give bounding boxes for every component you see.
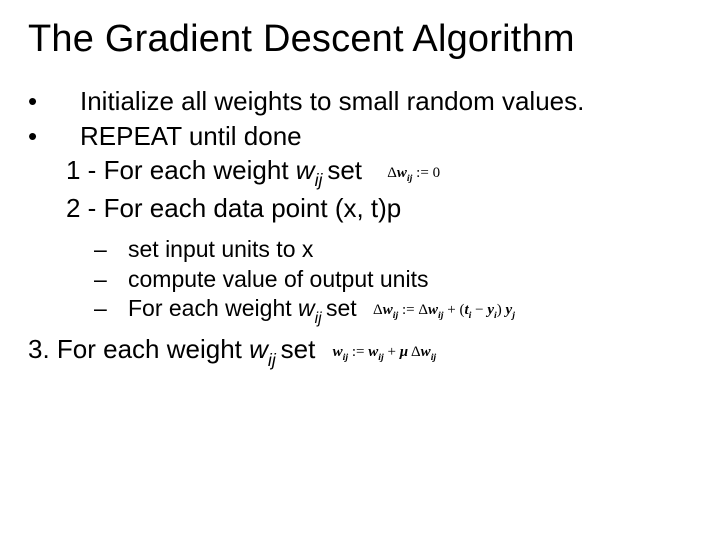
- substep-text: For each weight wij set Δwij := Δwij + (…: [128, 294, 692, 327]
- f3-mu: μ: [400, 344, 408, 360]
- f2-r1d: Δ: [418, 302, 428, 318]
- substep-3: – For each weight wij set Δwij := Δwij +…: [28, 294, 692, 327]
- step3-var: w: [249, 334, 268, 364]
- dash: –: [94, 294, 128, 327]
- f2-p1: + (: [444, 302, 465, 318]
- formula-3: wij := wij + μ Δwij: [333, 343, 437, 364]
- step-3: 3. For each weight wij set wij := wij + …: [28, 333, 692, 369]
- step3-pre: 3. For each weight: [28, 334, 249, 364]
- s3-post: set: [326, 295, 357, 321]
- f3-dw: w: [421, 344, 431, 360]
- f2-close: ): [497, 302, 506, 318]
- s3-sub: ij: [315, 310, 326, 327]
- bullet-1: • Initialize all weights to small random…: [28, 85, 692, 118]
- f3-d: Δ: [411, 344, 421, 360]
- step-1-pre: 1 - For each weight: [66, 155, 296, 185]
- substep-1: – set input units to x: [28, 235, 692, 264]
- f2-r1w: w: [428, 302, 438, 318]
- formula-2: Δwij := Δwij + (ti − yi) yj: [373, 301, 515, 322]
- f2-ld: Δ: [373, 302, 383, 318]
- dash: –: [94, 265, 128, 294]
- step3-sub: ij: [268, 350, 281, 370]
- step-1-post: set: [327, 155, 362, 185]
- s3-var: w: [298, 295, 315, 321]
- slide-body: • Initialize all weights to small random…: [28, 85, 692, 370]
- substep-text: set input units to x: [128, 235, 692, 264]
- substep-text: compute value of output units: [128, 265, 692, 294]
- bullet-text: REPEAT until done: [80, 120, 692, 153]
- f2-assign: :=: [398, 302, 418, 318]
- f3-assign: :=: [348, 344, 368, 360]
- s3-pre: For each weight: [128, 295, 298, 321]
- bullet-marker: •: [28, 85, 80, 118]
- f3-dsub: ij: [431, 352, 437, 363]
- f1-rhs: 0: [433, 165, 441, 181]
- step-1: 1 - For each weight wij set Δwij := 0: [28, 154, 692, 190]
- step3-post: set: [281, 334, 316, 364]
- bullet-2: • REPEAT until done: [28, 120, 692, 153]
- step-2: 2 - For each data point (x, t)p: [28, 192, 692, 225]
- f3-rw: w: [368, 344, 378, 360]
- slide-title: The Gradient Descent Algorithm: [28, 18, 692, 61]
- f1-delta: Δ: [387, 165, 397, 181]
- f3-lw: w: [333, 344, 343, 360]
- f2-lw: w: [383, 302, 393, 318]
- f2-y2sub: j: [512, 310, 515, 321]
- bullet-text: Initialize all weights to small random v…: [80, 85, 692, 118]
- f2-minus: −: [471, 302, 487, 318]
- formula-1: Δwij := 0: [387, 164, 440, 185]
- slide: The Gradient Descent Algorithm • Initial…: [0, 0, 720, 540]
- bullet-marker: •: [28, 120, 80, 153]
- substep-2: – compute value of output units: [28, 265, 692, 294]
- step-1-sub: ij: [315, 170, 328, 190]
- f1-w: w: [397, 165, 407, 181]
- f1-assign: :=: [412, 165, 432, 181]
- f3-plus: +: [384, 344, 400, 360]
- dash: –: [94, 235, 128, 264]
- step-1-var: w: [296, 155, 315, 185]
